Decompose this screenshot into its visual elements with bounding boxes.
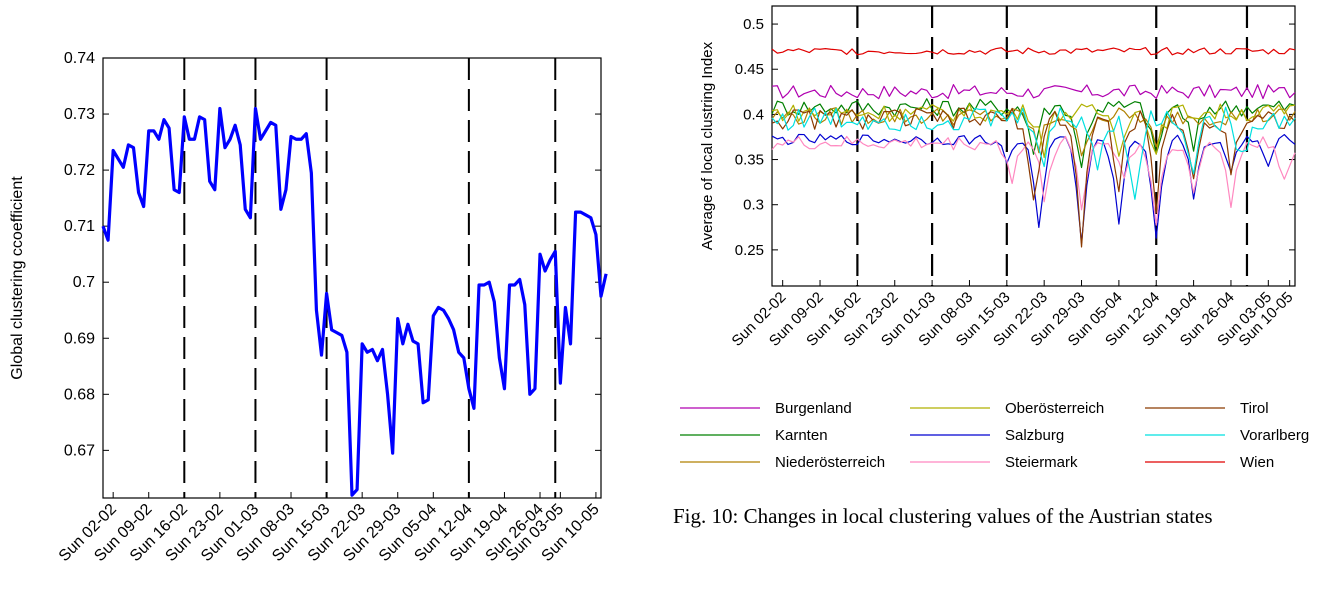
legend-label: Burgenland: [775, 400, 852, 417]
y-tick-label: 0.25: [735, 242, 764, 259]
clustering-series-line: [101, 106, 608, 497]
plot-frame: [102, 57, 602, 499]
y-tick-label: 0.35: [735, 152, 764, 169]
y-tick-label: 0.7: [73, 274, 95, 291]
y-tick-label: 0.72: [64, 162, 95, 179]
legend-label: Tirol: [1240, 400, 1269, 417]
legend-label: Oberösterreich: [1005, 400, 1104, 417]
legend-label: Niederösterreich: [775, 454, 885, 471]
y-tick-label: 0.68: [64, 386, 95, 403]
y-axis-label: Global clustering ccoefficient: [9, 176, 26, 380]
y-axis-label: Average of local clustring Index: [699, 41, 716, 250]
y-tick-label: 0.45: [735, 61, 764, 78]
legend-label: Karnten: [775, 427, 828, 444]
legend-label: Steiermark: [1005, 454, 1078, 471]
figure-caption: Fig. 10: Changes in local clustering val…: [673, 504, 1213, 528]
series-line-wien: [771, 46, 1296, 56]
y-tick-label: 0.4: [743, 106, 764, 123]
y-tick-label: 0.73: [64, 106, 95, 123]
series-line-burgenland: [771, 84, 1296, 100]
legend-label: Wien: [1240, 454, 1274, 471]
series-line-karnten: [771, 98, 1296, 169]
legend-label: Vorarlberg: [1240, 427, 1309, 444]
plot-frame: [771, 5, 1296, 287]
y-tick-label: 0.67: [64, 442, 95, 459]
y-tick-label: 0.3: [743, 197, 764, 214]
series-line-niederösterreich: [771, 107, 1296, 157]
y-tick-label: 0.71: [64, 218, 95, 235]
series-line-steiermark: [771, 135, 1296, 226]
series-line-vorarlberg: [771, 106, 1296, 200]
legend-label: Salzburg: [1005, 427, 1064, 444]
y-tick-label: 0.74: [64, 50, 95, 67]
y-tick-label: 0.5: [743, 16, 764, 33]
y-tick-label: 0.69: [64, 330, 95, 347]
series-line-oberösterreich: [771, 103, 1296, 159]
